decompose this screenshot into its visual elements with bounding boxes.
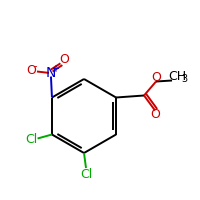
Text: CH: CH (168, 70, 187, 83)
Text: +: + (51, 64, 59, 74)
Text: O: O (151, 108, 161, 121)
Text: Cl: Cl (25, 133, 37, 146)
Text: O: O (26, 64, 36, 77)
Text: O: O (59, 53, 69, 66)
Text: -: - (33, 61, 37, 71)
Text: Cl: Cl (80, 168, 92, 181)
Text: 3: 3 (182, 74, 188, 84)
Text: O: O (151, 71, 161, 84)
Text: N: N (46, 66, 56, 80)
